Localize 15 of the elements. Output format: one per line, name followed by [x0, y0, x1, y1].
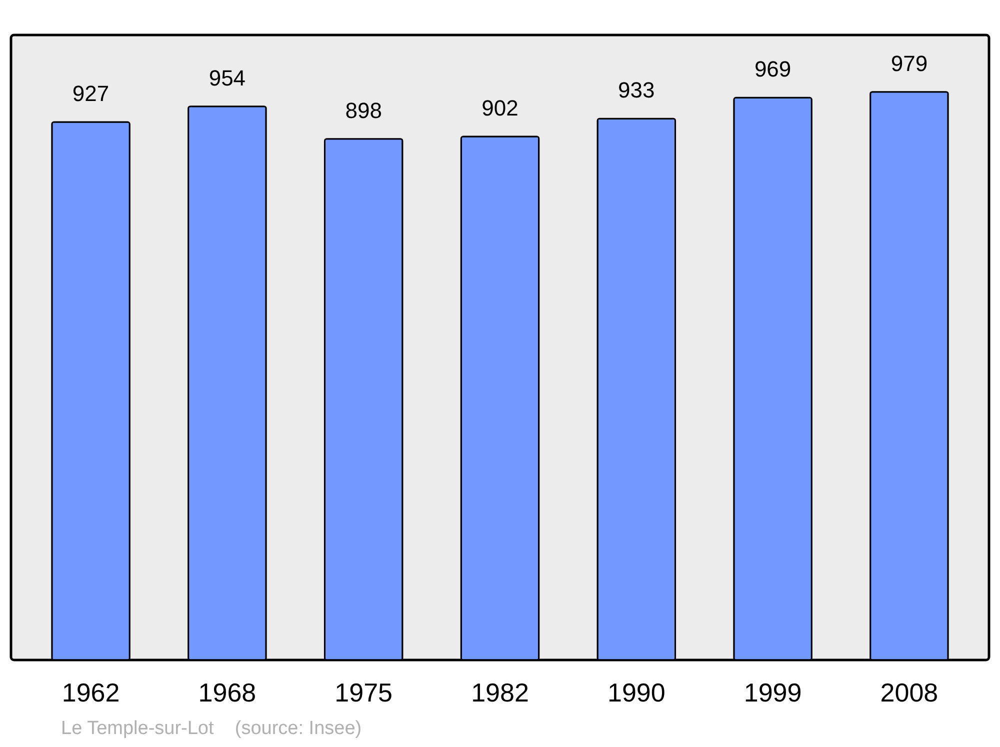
x-tick-label: 1990 [607, 678, 666, 708]
x-tick-label: 1968 [198, 678, 256, 708]
x-tick-label: 2008 [880, 678, 938, 708]
data-label: 969 [754, 56, 792, 82]
data-label: 902 [482, 96, 518, 121]
data-label: 927 [72, 81, 110, 106]
x-tick-label: 1975 [334, 678, 393, 708]
data-label: 954 [208, 65, 246, 90]
data-label: 933 [618, 78, 655, 103]
x-tick-label: 1999 [744, 678, 802, 708]
x-tick-label: 1982 [471, 678, 529, 708]
x-tick-label: 1962 [62, 678, 120, 708]
data-label: 898 [345, 98, 382, 123]
data-label: 979 [890, 50, 928, 76]
text: Le Temple-sur-Lot (source: Insee) [61, 718, 362, 739]
